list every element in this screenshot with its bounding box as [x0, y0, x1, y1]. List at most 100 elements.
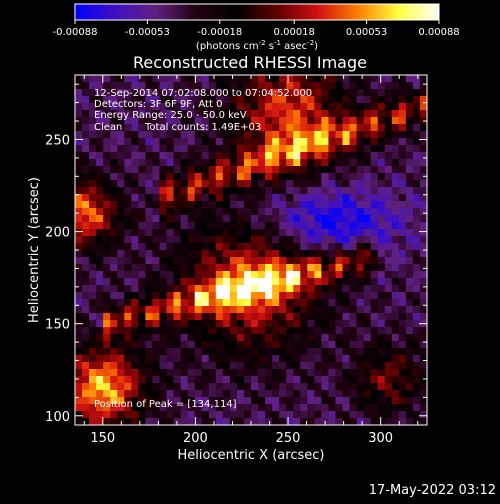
- heatmap-cell: [391, 110, 400, 118]
- heatmap-cell: [208, 278, 217, 286]
- heatmap-cell: [180, 355, 189, 363]
- heatmap-cell: [131, 383, 139, 391]
- heatmap-cell: [419, 236, 427, 244]
- annotation-energy: Energy Range: 25.0 - 50.0 keV: [94, 110, 247, 121]
- heatmap-cell: [82, 376, 90, 384]
- heatmap-cell: [377, 299, 386, 307]
- heatmap-cell: [187, 271, 196, 279]
- heatmap-cell: [201, 96, 210, 104]
- heatmap-cell: [173, 110, 182, 118]
- heatmap-cell: [131, 257, 139, 265]
- heatmap-cell: [229, 271, 238, 279]
- heatmap-cell: [131, 208, 139, 216]
- heatmap-cell: [215, 215, 224, 223]
- heatmap-cell: [96, 355, 104, 363]
- heatmap-cell: [110, 404, 118, 412]
- heatmap-cell: [321, 180, 330, 188]
- heatmap-cell: [405, 292, 414, 300]
- heatmap-cell: [363, 173, 372, 181]
- heatmap-cell: [243, 145, 252, 153]
- heatmap-cell: [229, 82, 238, 90]
- heatmap-cell: [229, 243, 238, 251]
- heatmap-cell: [335, 313, 344, 321]
- heatmap-cell: [201, 376, 210, 384]
- heatmap-cell: [222, 180, 231, 188]
- heatmap-cell: [370, 306, 379, 314]
- heatmap-cell: [75, 103, 83, 111]
- heatmap-cell: [279, 229, 287, 237]
- heatmap-cell: [201, 173, 210, 181]
- heatmap-cell: [145, 138, 154, 146]
- heatmap-cell: [110, 390, 118, 398]
- heatmap-cell: [194, 348, 203, 356]
- heatmap-cell: [363, 236, 372, 244]
- heatmap-cell: [215, 82, 224, 90]
- heatmap-cell: [349, 257, 358, 265]
- heatmap-cell: [229, 327, 238, 335]
- heatmap-cell: [117, 292, 125, 300]
- heatmap-cell: [208, 306, 217, 314]
- heatmap-cell: [75, 236, 83, 244]
- heatmap-cell: [279, 397, 287, 405]
- heatmap-cell: [159, 404, 168, 412]
- heatmap-cell: [173, 411, 182, 419]
- heatmap-cell: [138, 306, 146, 314]
- heatmap-cell: [152, 292, 161, 300]
- heatmap-cell: [180, 215, 189, 223]
- heatmap-cell: [180, 173, 189, 181]
- heatmap-cell: [208, 159, 217, 167]
- heatmap-cell: [335, 229, 344, 237]
- heatmap-cell: [342, 145, 351, 153]
- heatmap-cell: [75, 334, 83, 342]
- heatmap-cell: [96, 271, 104, 279]
- heatmap-cell: [194, 229, 203, 237]
- heatmap-cell: [391, 222, 400, 230]
- heatmap-cell: [391, 145, 400, 153]
- heatmap-cell: [265, 327, 273, 335]
- heatmap-cell: [243, 341, 252, 349]
- heatmap-cell: [286, 75, 294, 83]
- heatmap-cell: [117, 320, 125, 328]
- heatmap-cell: [412, 236, 421, 244]
- heatmap-cell: [180, 278, 189, 286]
- heatmap-cell: [293, 355, 301, 363]
- heatmap-cell: [229, 166, 238, 174]
- heatmap-cell: [370, 215, 379, 223]
- heatmap-cell: [272, 278, 280, 286]
- heatmap-cell: [279, 348, 287, 356]
- heatmap-cell: [384, 201, 393, 209]
- heatmap-cell: [258, 187, 266, 195]
- heatmap-cell: [370, 152, 379, 160]
- heatmap-cell: [300, 173, 308, 181]
- heatmap-cell: [145, 369, 154, 377]
- heatmap-cell: [82, 264, 90, 272]
- heatmap-cell: [208, 187, 217, 195]
- heatmap-cell: [272, 383, 280, 391]
- heatmap-cell: [391, 383, 400, 391]
- heatmap-cell: [314, 390, 322, 398]
- heatmap-cell: [243, 264, 252, 272]
- heatmap-cell: [194, 124, 203, 132]
- heatmap-cell: [286, 341, 294, 349]
- heatmap-cell: [222, 376, 231, 384]
- heatmap-cell: [405, 341, 414, 349]
- heatmap-cell: [103, 418, 111, 425]
- heatmap-cell: [363, 152, 372, 160]
- heatmap-cell: [96, 327, 104, 335]
- heatmap-cell: [152, 110, 161, 118]
- heatmap-cell: [370, 327, 379, 335]
- heatmap-cell: [391, 215, 400, 223]
- heatmap-cell: [398, 215, 407, 223]
- heatmap-cell: [194, 320, 203, 328]
- heatmap-cell: [377, 194, 386, 202]
- heatmap-cell: [82, 278, 90, 286]
- heatmap-cell: [96, 173, 104, 181]
- heatmap-cell: [152, 383, 161, 391]
- heatmap-cell: [328, 110, 337, 118]
- heatmap-cell: [82, 138, 90, 146]
- heatmap-cell: [236, 313, 245, 321]
- heatmap-cell: [300, 313, 308, 321]
- heatmap-cell: [384, 327, 393, 335]
- heatmap-cell: [398, 355, 407, 363]
- heatmap-cell: [117, 173, 125, 181]
